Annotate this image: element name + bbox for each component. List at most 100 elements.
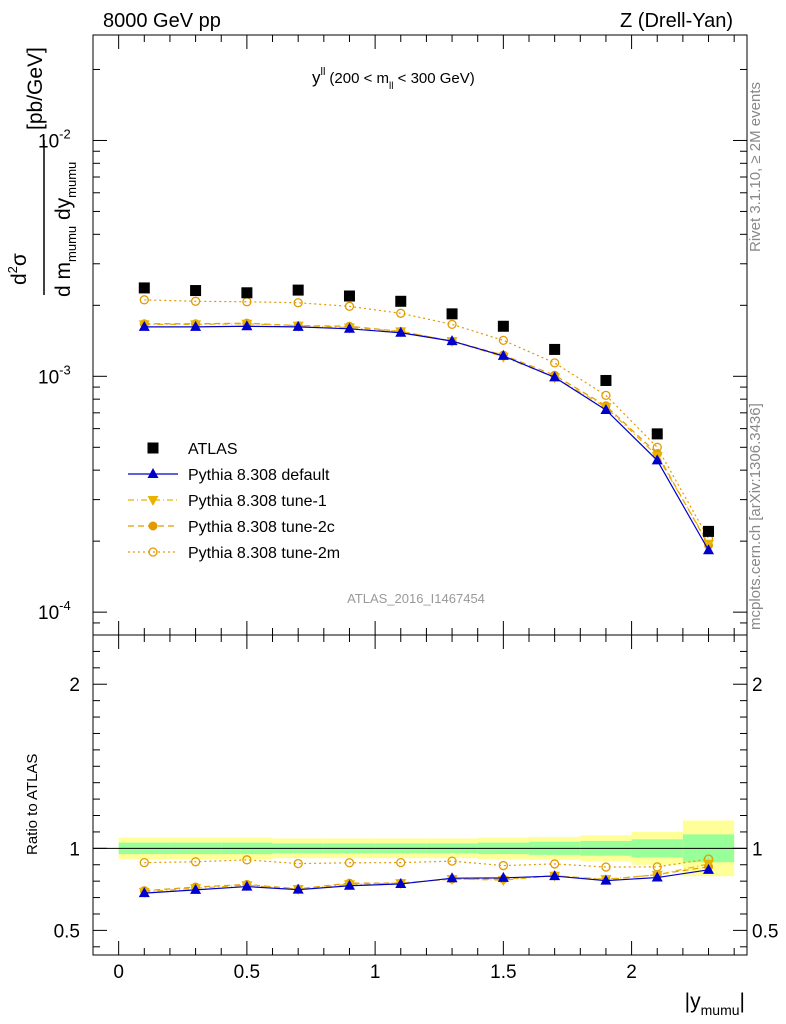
data-point [395, 877, 407, 888]
data-point [190, 857, 201, 867]
data-point [549, 371, 561, 382]
legend-entry: Pythia 8.308 tune-1 [128, 493, 327, 510]
x-label-close: | [740, 990, 745, 1013]
x-tick-label: 0 [113, 962, 124, 983]
legend-marker [147, 442, 159, 454]
main-y-tick-label: 10-3 [38, 362, 71, 388]
series-line [144, 869, 709, 894]
data-point [498, 860, 509, 871]
ratio-y-tick-label: 2 [69, 675, 80, 696]
main-y-tick-exp: -2 [59, 126, 71, 141]
x-label-main: |y [685, 990, 701, 1013]
data-point [549, 358, 560, 368]
x-tick-label: 2 [626, 962, 637, 983]
x-tick-label: 1.5 [490, 962, 516, 983]
data-point [600, 403, 612, 414]
y-label-num-sup: 2 [5, 266, 20, 273]
annotation-main: y [312, 68, 321, 87]
data-point [344, 301, 355, 311]
data-point [703, 863, 715, 874]
data-point [447, 856, 457, 866]
data-point [395, 295, 407, 307]
data-point [651, 454, 663, 465]
data-point [497, 349, 509, 360]
data-point [549, 870, 561, 881]
data-point [343, 879, 355, 890]
ratio-y-tick-label-right: 2 [752, 675, 763, 696]
data-point [344, 858, 355, 868]
legend-entry: Pythia 8.308 default [128, 467, 330, 484]
main-y-label: d2σ d mmumu dymumu [pb/GeV] [5, 47, 79, 297]
ratio-axis-ticks: 0 0.5 1 1.5 2 0.5 0.5 1 1 2 2 [54, 634, 778, 983]
data-point [396, 308, 406, 318]
ratio-plot-frame [92, 634, 748, 956]
main-y-tick-exp: -3 [59, 362, 71, 377]
data-point [651, 428, 663, 440]
data-point [343, 322, 355, 333]
legend-label: Pythia 8.308 default [188, 467, 330, 484]
rivet-label: Rivet 3.1.10, ≥ 2M events [747, 82, 764, 252]
data-point [395, 326, 407, 337]
legend-marker [148, 521, 158, 531]
data-point [190, 296, 201, 306]
main-y-tick-label: 10-4 [38, 598, 71, 624]
main-axis-ticks: 10-410-310-2 [38, 35, 747, 636]
data-point [497, 320, 509, 332]
data-point [446, 308, 458, 320]
series-line [144, 323, 710, 545]
data-point [293, 858, 303, 869]
header-left: 8000 GeV pp [103, 10, 221, 32]
annotation-cond-sub: ll [389, 81, 393, 92]
main-y-tick-base: 10 [38, 367, 59, 388]
legend-label: Pythia 8.308 tune-2c [188, 519, 335, 536]
data-point [242, 855, 252, 865]
legend-entry: ATLAS [147, 441, 238, 458]
data-point [138, 282, 150, 294]
ratio-y-tick-label-right: 0.5 [752, 921, 778, 942]
ratio-y-tick-label-right: 1 [752, 839, 763, 860]
data-point [293, 298, 303, 308]
data-point [138, 887, 150, 898]
data-point [601, 390, 611, 401]
legend-label: ATLAS [188, 441, 238, 458]
legend-marker [147, 496, 159, 506]
data-point [241, 287, 253, 299]
analysis-id: ATLAS_2016_I1467454 [347, 591, 485, 606]
x-tick-label: 1 [370, 962, 381, 983]
data-point [396, 857, 406, 868]
legend-marker [148, 547, 158, 557]
data-point [703, 544, 715, 555]
data-point [498, 335, 509, 346]
data-point [549, 343, 561, 355]
series-line [144, 325, 710, 551]
data-point [447, 319, 457, 330]
ratio-y-tick-label: 1 [69, 839, 80, 860]
data-point [138, 320, 150, 331]
y-label-den: d m [52, 262, 75, 297]
header-right: Z (Drell-Yan) [620, 10, 733, 32]
data-point [446, 872, 458, 883]
legend-entry: Pythia 8.308 tune-2c [128, 519, 335, 536]
series-line [144, 866, 709, 892]
data-point [139, 295, 149, 305]
main-series-layer [138, 282, 715, 555]
data-point [292, 883, 304, 894]
data-point [190, 285, 202, 297]
legend-marker [147, 468, 159, 478]
y-label-num-d: d [8, 273, 31, 285]
series-line [144, 322, 710, 546]
main-y-tick-base: 10 [38, 131, 59, 152]
data-point [549, 859, 560, 869]
ratio-series-layer [138, 854, 715, 898]
data-point [601, 862, 611, 872]
y-label-den2-sub: mumu [64, 162, 79, 198]
y-label-den2: dy [52, 197, 75, 226]
ratio-y-label: Ratio to ATLAS [24, 754, 41, 855]
data-point [190, 883, 202, 894]
annotation-sup: ll [321, 66, 326, 78]
y-label-numerator: d2σ [5, 253, 31, 285]
data-point [190, 320, 202, 331]
legend-label: Pythia 8.308 tune-2m [188, 545, 340, 562]
ratio-y-tick-label: 0.5 [54, 921, 80, 942]
data-point [703, 525, 715, 537]
